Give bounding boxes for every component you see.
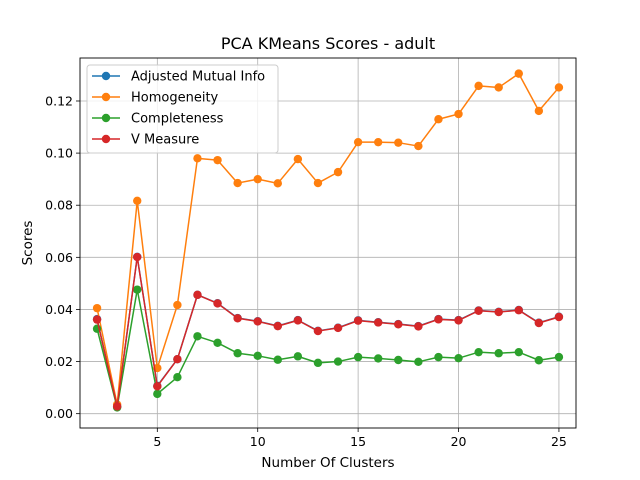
series-v-measure <box>92 252 564 411</box>
data-point-v-measure <box>153 382 162 391</box>
data-point-v-measure <box>233 314 242 323</box>
data-point-completeness <box>514 347 523 357</box>
data-point-completeness <box>313 358 323 368</box>
data-point-v-measure <box>434 315 443 324</box>
data-point-completeness <box>414 357 423 367</box>
data-point-homogeneity <box>253 174 262 184</box>
legend-marker-adjusted-mutual-info <box>101 71 111 81</box>
ticks: 5 10 15 20 25 0.00 0.02 0.04 0.06 0.08 0.10 0.12 <box>45 93 567 449</box>
data-point-homogeneity <box>333 167 343 177</box>
data-point-completeness <box>213 338 222 347</box>
x-tick-label: 20 <box>451 434 467 449</box>
plot-frame <box>79 57 577 429</box>
data-point-homogeneity <box>474 81 483 91</box>
legend-label-completeness: Completeness <box>131 112 224 127</box>
data-point-homogeneity <box>434 115 443 124</box>
data-point-homogeneity <box>273 179 282 188</box>
data-point-homogeneity <box>173 300 182 310</box>
data-point-homogeneity <box>213 155 222 165</box>
legend-label-adjusted-mutual-info: Adjusted Mutual Info <box>131 70 265 85</box>
data-point-homogeneity <box>494 83 503 92</box>
data-point-v-measure <box>554 312 564 322</box>
y-tick-label: 0.06 <box>45 250 73 265</box>
data-point-v-measure <box>353 316 363 325</box>
data-point-completeness <box>394 355 403 365</box>
data-point-completeness <box>554 352 564 362</box>
legend-label-homogeneity: Homogeneity <box>131 91 219 106</box>
x-tick-label: 5 <box>153 434 161 449</box>
data-point-completeness <box>273 355 282 364</box>
data-point-completeness <box>173 372 182 382</box>
data-point-homogeneity <box>374 137 383 147</box>
data-point-homogeneity <box>193 154 202 163</box>
data-point-v-measure <box>454 316 463 325</box>
data-point-completeness <box>293 352 303 361</box>
x-axis-label: Number Of Clusters <box>261 455 394 471</box>
data-point-homogeneity <box>514 69 523 78</box>
legend-box <box>86 64 279 154</box>
data-point-v-measure <box>474 306 483 315</box>
data-point-completeness <box>374 354 383 363</box>
data-point-v-measure <box>313 326 323 336</box>
data-point-completeness <box>434 352 443 362</box>
y-tick-label: 0.12 <box>45 93 73 108</box>
y-tick-label: 0.02 <box>45 354 73 369</box>
data-point-homogeneity <box>92 303 102 313</box>
data-point-homogeneity <box>233 178 242 188</box>
y-tick-label: 0.04 <box>45 302 73 317</box>
data-point-homogeneity <box>414 141 423 151</box>
data-point-completeness <box>153 389 162 399</box>
data-point-v-measure <box>133 252 142 262</box>
x-tick-label: 15 <box>350 434 366 449</box>
data-point-v-measure <box>414 322 423 331</box>
data-point-homogeneity <box>554 83 564 92</box>
y-tick-label: 0.08 <box>45 198 73 213</box>
legend-marker-completeness <box>101 113 111 123</box>
data-point-completeness <box>454 353 463 363</box>
data-point-completeness <box>333 357 343 366</box>
data-point-completeness <box>474 347 483 357</box>
data-point-completeness <box>534 356 544 365</box>
legend-marker-v-measure <box>101 134 111 144</box>
data-point-v-measure <box>534 318 544 328</box>
legend: Adjusted Mutual Info Homogeneity Completen… <box>86 64 279 154</box>
y-tick-label: 0.00 <box>45 406 73 421</box>
data-point-homogeneity <box>454 109 463 119</box>
series-homogeneity <box>92 69 564 409</box>
data-point-completeness <box>353 352 363 362</box>
series-layer <box>92 69 564 412</box>
legend-marker-homogeneity <box>101 92 111 102</box>
data-point-v-measure <box>213 299 222 308</box>
data-point-v-measure <box>173 355 182 364</box>
data-point-v-measure <box>514 306 523 315</box>
data-point-homogeneity <box>133 196 142 205</box>
data-point-homogeneity <box>313 178 323 188</box>
x-tick-label: 10 <box>250 434 266 449</box>
data-point-homogeneity <box>394 138 403 147</box>
data-point-v-measure <box>293 316 303 325</box>
data-point-v-measure <box>494 307 503 317</box>
data-point-v-measure <box>253 317 262 326</box>
data-point-homogeneity <box>353 137 363 147</box>
data-point-v-measure <box>394 320 403 329</box>
data-point-homogeneity <box>293 154 303 164</box>
data-point-homogeneity <box>534 106 544 116</box>
data-point-completeness <box>133 285 142 294</box>
y-axis-label: Scores <box>20 221 36 266</box>
data-point-v-measure <box>92 315 102 324</box>
data-point-v-measure <box>112 402 122 411</box>
data-point-completeness <box>193 332 202 341</box>
data-point-completeness <box>494 349 503 358</box>
data-point-v-measure <box>193 290 202 300</box>
data-point-v-measure <box>273 321 282 331</box>
x-tick-label: 25 <box>551 434 567 449</box>
legend-label-v-measure: V Measure <box>131 133 199 148</box>
data-point-completeness <box>253 351 262 361</box>
y-tick-label: 0.10 <box>45 146 73 161</box>
data-point-completeness <box>233 349 242 358</box>
data-point-v-measure <box>374 318 383 327</box>
data-point-v-measure <box>333 323 343 333</box>
chart-title: PCA KMeans Scores - adult <box>221 34 435 53</box>
